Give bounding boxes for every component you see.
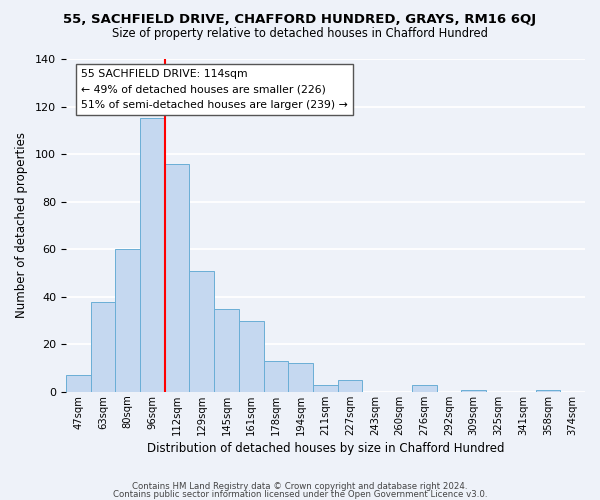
Bar bbox=[289, 364, 313, 392]
X-axis label: Distribution of detached houses by size in Chafford Hundred: Distribution of detached houses by size … bbox=[146, 442, 504, 455]
Bar bbox=[214, 308, 239, 392]
Text: 55 SACHFIELD DRIVE: 114sqm
← 49% of detached houses are smaller (226)
51% of sem: 55 SACHFIELD DRIVE: 114sqm ← 49% of deta… bbox=[82, 69, 348, 110]
Bar bbox=[263, 361, 289, 392]
Text: Contains HM Land Registry data © Crown copyright and database right 2024.: Contains HM Land Registry data © Crown c… bbox=[132, 482, 468, 491]
Y-axis label: Number of detached properties: Number of detached properties bbox=[15, 132, 28, 318]
Bar bbox=[461, 390, 486, 392]
Bar bbox=[164, 164, 190, 392]
Bar bbox=[338, 380, 362, 392]
Bar bbox=[140, 118, 164, 392]
Bar bbox=[239, 320, 263, 392]
Text: Contains public sector information licensed under the Open Government Licence v3: Contains public sector information licen… bbox=[113, 490, 487, 499]
Bar bbox=[115, 249, 140, 392]
Bar bbox=[66, 376, 91, 392]
Text: 55, SACHFIELD DRIVE, CHAFFORD HUNDRED, GRAYS, RM16 6QJ: 55, SACHFIELD DRIVE, CHAFFORD HUNDRED, G… bbox=[64, 12, 536, 26]
Bar bbox=[313, 385, 338, 392]
Bar bbox=[412, 385, 437, 392]
Bar bbox=[91, 302, 115, 392]
Text: Size of property relative to detached houses in Chafford Hundred: Size of property relative to detached ho… bbox=[112, 28, 488, 40]
Bar bbox=[190, 270, 214, 392]
Bar bbox=[536, 390, 560, 392]
